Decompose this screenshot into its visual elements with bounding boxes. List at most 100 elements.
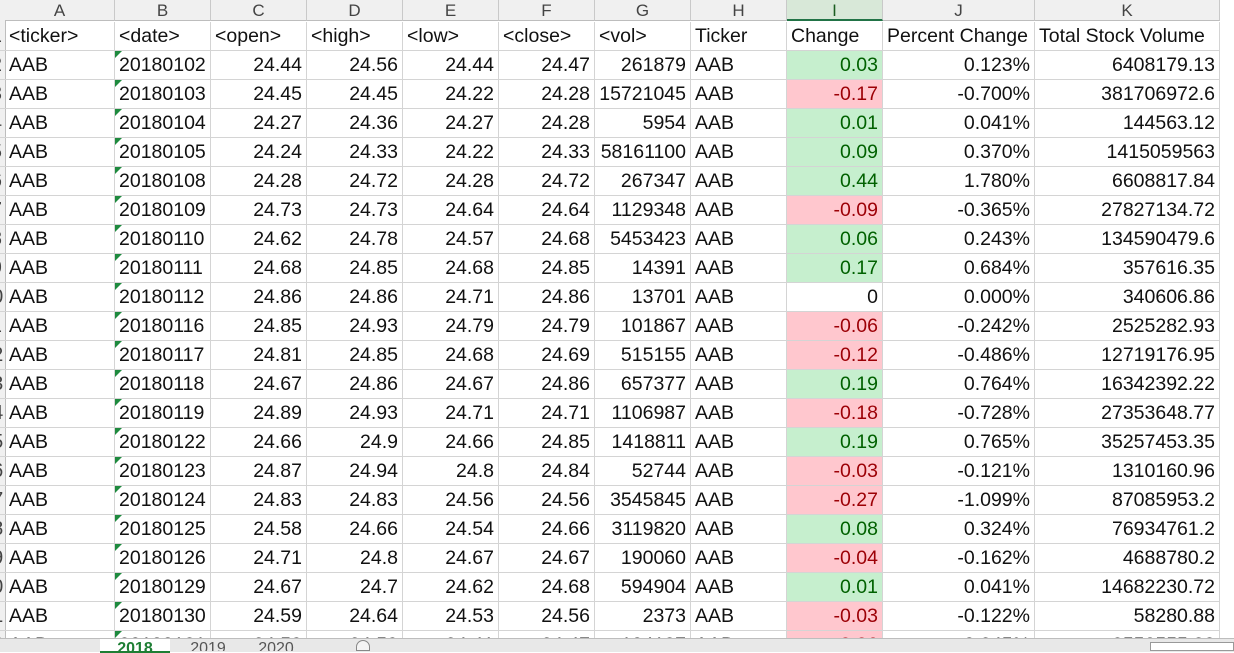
- table-cell[interactable]: 24.8: [307, 544, 403, 573]
- sheet-tab-2020[interactable]: 2020: [258, 640, 294, 651]
- table-cell[interactable]: 24.73: [211, 196, 307, 225]
- row-number[interactable]: 4: [0, 109, 5, 138]
- table-cell[interactable]: 27827134.72: [1035, 196, 1220, 225]
- table-cell[interactable]: 24.64: [499, 196, 595, 225]
- row-number[interactable]: 9: [0, 254, 5, 283]
- table-cell[interactable]: 76934761.2: [1035, 515, 1220, 544]
- table-cell[interactable]: -0.162%: [883, 544, 1035, 573]
- table-cell[interactable]: 20180122: [115, 428, 211, 457]
- table-cell[interactable]: AAB: [5, 51, 115, 80]
- table-cell[interactable]: AAB: [5, 312, 115, 341]
- table-cell[interactable]: 20180109: [115, 196, 211, 225]
- header-cell[interactable]: Ticker: [691, 22, 787, 51]
- table-cell[interactable]: AAB: [691, 544, 787, 573]
- table-cell[interactable]: 24.67: [211, 370, 307, 399]
- table-cell[interactable]: AAB: [5, 515, 115, 544]
- table-cell[interactable]: -0.728%: [883, 399, 1035, 428]
- table-cell[interactable]: AAB: [5, 225, 115, 254]
- table-cell[interactable]: 0.041%: [883, 109, 1035, 138]
- row-number[interactable]: 16: [0, 457, 5, 486]
- table-cell[interactable]: 0.243%: [883, 225, 1035, 254]
- table-cell[interactable]: 24.66: [307, 515, 403, 544]
- change-cell[interactable]: 0.09: [787, 138, 883, 167]
- table-cell[interactable]: 24.85: [307, 341, 403, 370]
- table-cell[interactable]: 20180125: [115, 515, 211, 544]
- table-cell[interactable]: 24.67: [499, 544, 595, 573]
- table-cell[interactable]: 58161100: [595, 138, 691, 167]
- table-cell[interactable]: 24.9: [307, 428, 403, 457]
- table-cell[interactable]: 20180124: [115, 486, 211, 515]
- table-cell[interactable]: 20180110: [115, 225, 211, 254]
- table-cell[interactable]: -1.099%: [883, 486, 1035, 515]
- row-number[interactable]: 14: [0, 399, 5, 428]
- table-cell[interactable]: 87085953.2: [1035, 486, 1220, 515]
- table-cell[interactable]: 1.780%: [883, 167, 1035, 196]
- table-cell[interactable]: 24.27: [403, 109, 499, 138]
- table-cell[interactable]: AAB: [5, 167, 115, 196]
- table-cell[interactable]: 24.62: [211, 225, 307, 254]
- change-cell[interactable]: 0.01: [787, 573, 883, 602]
- table-cell[interactable]: 24.7: [307, 573, 403, 602]
- change-cell[interactable]: -0.03: [787, 602, 883, 631]
- table-cell[interactable]: 24.71: [211, 544, 307, 573]
- table-cell[interactable]: -0.242%: [883, 312, 1035, 341]
- header-cell[interactable]: <high>: [307, 22, 403, 51]
- table-cell[interactable]: 24.68: [403, 341, 499, 370]
- table-cell[interactable]: 0.000%: [883, 283, 1035, 312]
- table-cell[interactable]: 14391: [595, 254, 691, 283]
- row-number[interactable]: 8: [0, 225, 5, 254]
- header-cell[interactable]: <ticker>: [5, 22, 115, 51]
- change-cell[interactable]: -0.03: [787, 457, 883, 486]
- table-cell[interactable]: AAB: [691, 138, 787, 167]
- sheet-scroll-icon[interactable]: [356, 640, 370, 651]
- column-header-h[interactable]: H: [691, 0, 787, 21]
- row-number[interactable]: 19: [0, 544, 5, 573]
- table-cell[interactable]: 16342392.22: [1035, 370, 1220, 399]
- table-cell[interactable]: 267347: [595, 167, 691, 196]
- change-cell[interactable]: 0.06: [787, 225, 883, 254]
- table-cell[interactable]: 14682230.72: [1035, 573, 1220, 602]
- table-cell[interactable]: 0.370%: [883, 138, 1035, 167]
- table-cell[interactable]: 24.56: [499, 602, 595, 631]
- header-cell[interactable]: <vol>: [595, 22, 691, 51]
- table-cell[interactable]: 24.56: [307, 51, 403, 80]
- column-header-k[interactable]: K: [1035, 0, 1220, 21]
- table-cell[interactable]: 24.87: [211, 457, 307, 486]
- change-cell[interactable]: -0.18: [787, 399, 883, 428]
- table-cell[interactable]: 261879: [595, 51, 691, 80]
- table-cell[interactable]: AAB: [691, 428, 787, 457]
- table-cell[interactable]: 24.28: [499, 80, 595, 109]
- table-cell[interactable]: 2525282.93: [1035, 312, 1220, 341]
- table-cell[interactable]: 24.45: [307, 80, 403, 109]
- table-cell[interactable]: 0.684%: [883, 254, 1035, 283]
- table-cell[interactable]: 1418811: [595, 428, 691, 457]
- row-number[interactable]: 10: [0, 283, 5, 312]
- table-cell[interactable]: 24.44: [403, 51, 499, 80]
- table-cell[interactable]: 35257453.35: [1035, 428, 1220, 457]
- table-cell[interactable]: 5453423: [595, 225, 691, 254]
- table-cell[interactable]: 0.041%: [883, 573, 1035, 602]
- header-cell[interactable]: <date>: [115, 22, 211, 51]
- change-cell[interactable]: 0.19: [787, 370, 883, 399]
- table-cell[interactable]: 24.36: [307, 109, 403, 138]
- table-cell[interactable]: AAB: [5, 457, 115, 486]
- table-cell[interactable]: -0.121%: [883, 457, 1035, 486]
- table-cell[interactable]: 12719176.95: [1035, 341, 1220, 370]
- table-cell[interactable]: -0.365%: [883, 196, 1035, 225]
- change-cell[interactable]: -0.06: [787, 312, 883, 341]
- table-cell[interactable]: 381706972.6: [1035, 80, 1220, 109]
- table-cell[interactable]: 24.28: [499, 109, 595, 138]
- table-cell[interactable]: 594904: [595, 573, 691, 602]
- table-cell[interactable]: 24.86: [499, 370, 595, 399]
- table-cell[interactable]: 357616.35: [1035, 254, 1220, 283]
- table-cell[interactable]: 20180123: [115, 457, 211, 486]
- table-cell[interactable]: AAB: [5, 109, 115, 138]
- table-cell[interactable]: 24.79: [403, 312, 499, 341]
- table-cell[interactable]: 24.68: [499, 573, 595, 602]
- horizontal-scrollbar[interactable]: [1150, 642, 1234, 651]
- table-cell[interactable]: 2373: [595, 602, 691, 631]
- table-cell[interactable]: AAB: [691, 51, 787, 80]
- table-cell[interactable]: 24.94: [307, 457, 403, 486]
- row-number[interactable]: 11: [0, 312, 5, 341]
- table-cell[interactable]: 24.56: [499, 486, 595, 515]
